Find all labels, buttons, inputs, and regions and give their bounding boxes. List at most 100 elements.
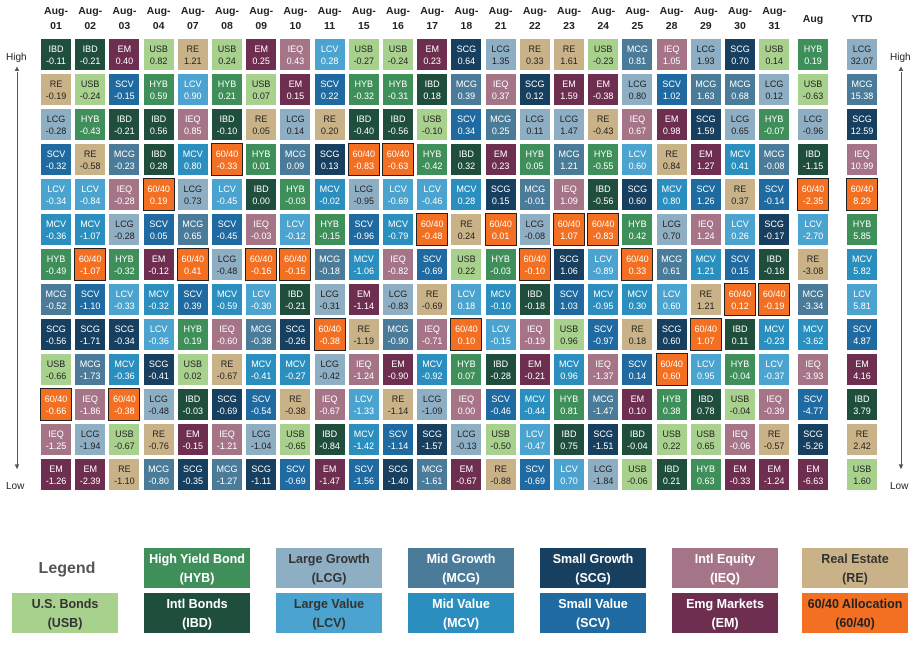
cell-asset-label: LCG <box>46 114 66 124</box>
table-cell: MCG -3.34 <box>797 283 829 316</box>
cell-asset-label: IBD <box>48 44 64 54</box>
cell-return-value: -0.55 <box>592 161 614 171</box>
cell-asset-label: SCV <box>525 464 545 474</box>
cell-return-value: 0.19 <box>804 56 822 66</box>
column-header: Aug- 10 <box>279 4 311 34</box>
legend-item-code: (60/40) <box>835 616 875 630</box>
cell-return-value: 1.21 <box>697 301 715 311</box>
cell-return-value: 0.21 <box>218 91 236 101</box>
cell-asset-label: EM <box>49 464 63 474</box>
table-cell: LCG 32.07 <box>846 38 878 71</box>
cell-asset-label: SCG <box>80 324 100 334</box>
cell-asset-label: SCG <box>730 44 750 54</box>
side-label-low: Low <box>890 481 909 492</box>
table-cell: SCG 0.64 <box>450 38 483 71</box>
cell-return-value: -0.60 <box>216 336 238 346</box>
table-cell: RE -0.69 <box>416 283 449 316</box>
cell-asset-label: LCG <box>852 44 872 54</box>
cell-asset-label: 60/40 <box>626 254 649 264</box>
cell-asset-label: HYB <box>628 219 647 229</box>
cell-asset-label: RE <box>391 394 405 404</box>
table-cell: LCV 0.70 <box>553 458 585 491</box>
table-cell: USB -0.63 <box>797 73 829 106</box>
cell-asset-label: IBD <box>732 324 748 334</box>
cell-asset-label: MCV <box>114 359 135 369</box>
cell-asset-label: USB <box>354 44 374 54</box>
table-cell: LCG 1.35 <box>484 38 517 71</box>
legend-item: Large Growth (LCG) <box>276 548 382 588</box>
cell-return-value: 0.40 <box>115 56 134 66</box>
legend-item-code: (MCV) <box>442 616 480 630</box>
table-cell: MCV -0.41 <box>245 353 278 386</box>
cell-asset-label: MCG <box>661 254 683 264</box>
table-cell: MCG -0.80 <box>142 458 175 491</box>
cell-return-value: 0.60 <box>662 336 681 346</box>
cell-return-value: 0.22 <box>662 441 681 451</box>
table-cell: SCG 0.12 <box>518 73 551 106</box>
cell-return-value: 0.15 <box>491 196 510 206</box>
table-cell: LCG 0.12 <box>758 73 791 106</box>
cell-return-value: 0.60 <box>662 301 681 311</box>
cell-asset-label: SCG <box>803 429 823 439</box>
cell-return-value: -0.90 <box>387 336 409 346</box>
cell-asset-label: HYB <box>491 254 510 264</box>
cell-asset-label: MCV <box>353 429 374 439</box>
table-cell: LCV -0.30 <box>245 283 278 316</box>
cell-asset-label: IBD <box>322 429 338 439</box>
table-cell: MCG -0.18 <box>313 248 346 281</box>
cell-return-value: 0.11 <box>731 336 749 346</box>
cell-return-value: -1.09 <box>421 406 443 416</box>
table-cell: MCV 0.80 <box>655 178 688 211</box>
table-cell: HYB -0.03 <box>279 178 312 211</box>
cell-asset-label: LCV <box>115 289 134 299</box>
cell-return-value: 0.64 <box>457 56 476 66</box>
table-cell: MCG 1.63 <box>689 73 722 106</box>
cell-asset-label: LCV <box>149 324 168 334</box>
column-header-day: 17 <box>426 20 439 32</box>
cell-asset-label: IBD <box>219 114 235 124</box>
table-cell: SCV 0.39 <box>176 283 209 316</box>
cell-asset-label: RE <box>83 149 97 159</box>
cell-asset-label: MCG <box>592 394 614 404</box>
cell-return-value: 0.33 <box>526 56 544 66</box>
cell-asset-label: SCG <box>148 359 169 369</box>
legend-item-name: High Yield Bond <box>149 552 245 566</box>
cell-asset-label: LCV <box>697 359 715 369</box>
cell-return-value: 0.82 <box>149 56 168 66</box>
cell-return-value: 1.47 <box>560 126 578 136</box>
table-cell: MCV -0.36 <box>40 213 72 246</box>
cell-asset-label: SCG <box>319 149 340 159</box>
cell-return-value: 0.37 <box>731 196 749 206</box>
table-cell: LCG -1.09 <box>416 388 449 421</box>
column-header: Aug- 02 <box>74 4 106 34</box>
table-cell: 60/40 0.60 <box>655 353 688 386</box>
table-cell: IEQ -1.25 <box>40 423 72 456</box>
table-cell: IEQ 1.05 <box>655 38 688 71</box>
table-cell: RE 1.61 <box>553 38 585 71</box>
cell-return-value: -0.30 <box>250 301 272 311</box>
cell-asset-label: EM <box>254 44 268 54</box>
cell-asset-label: MCV <box>319 184 340 194</box>
cell-return-value: 8.29 <box>853 196 871 206</box>
cell-asset-label: MCG <box>802 289 824 299</box>
cell-asset-label: IBD <box>356 114 372 124</box>
cell-asset-label: MCG <box>148 464 170 474</box>
cell-asset-label: EM <box>186 429 200 439</box>
cell-asset-label: MCV <box>422 359 443 369</box>
cell-asset-label: SCG <box>852 114 872 124</box>
cell-return-value: 1.21 <box>697 266 715 276</box>
cell-return-value: -1.57 <box>421 441 443 451</box>
cell-return-value: -1.26 <box>45 476 67 486</box>
cell-asset-label: SCV <box>46 149 66 159</box>
cell-return-value: 5.82 <box>853 266 871 276</box>
cell-return-value: -0.69 <box>387 196 409 206</box>
cell-return-value: -0.12 <box>148 266 169 276</box>
table-cell: EM 0.15 <box>279 73 312 106</box>
cell-return-value: 0.01 <box>491 231 510 241</box>
table-cell: MCV -0.36 <box>108 353 141 386</box>
table-cell: LCG -0.83 <box>382 283 414 316</box>
cell-return-value: -0.38 <box>592 91 614 101</box>
table-cell: MCV -1.07 <box>74 213 107 246</box>
cell-return-value: -0.96 <box>353 231 375 241</box>
cell-asset-label: MCG <box>490 114 512 124</box>
